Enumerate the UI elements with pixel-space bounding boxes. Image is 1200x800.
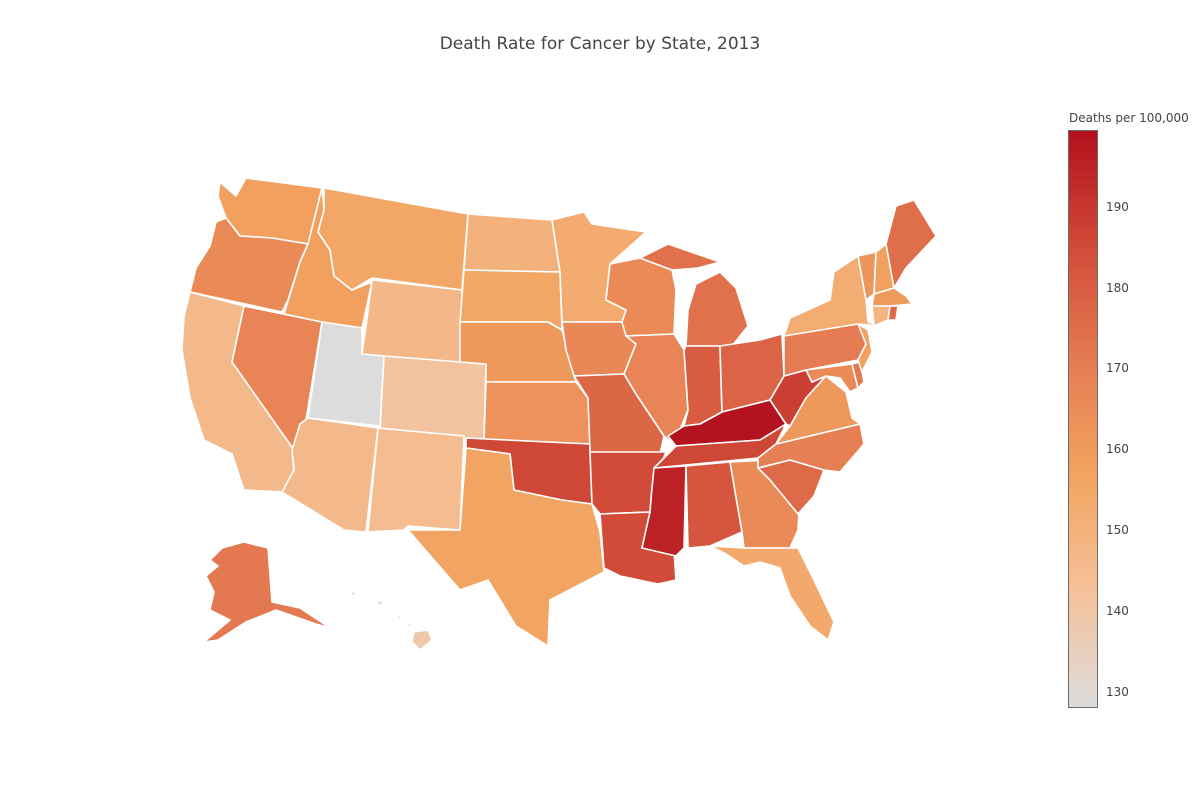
- state-illinois[interactable]: [623, 333, 689, 445]
- state-new-york[interactable]: [783, 255, 883, 337]
- state-arizona[interactable]: [281, 417, 379, 533]
- colorbar-tick-label: 190: [1106, 199, 1129, 214]
- colorbar-title: Deaths per 100,000: [1069, 111, 1189, 125]
- state-michigan[interactable]: [639, 243, 749, 347]
- state-connecticut[interactable]: [871, 305, 891, 327]
- state-south-dakota[interactable]: [459, 269, 563, 331]
- state-virginia[interactable]: [775, 375, 861, 445]
- state-north-dakota[interactable]: [463, 213, 561, 273]
- state-colorado[interactable]: [379, 355, 487, 441]
- colorbar: [1068, 130, 1098, 708]
- colorbar-tick-label: 160: [1106, 442, 1129, 457]
- state-kansas[interactable]: [483, 381, 591, 445]
- map-title: Death Rate for Cancer by State, 2013: [439, 34, 761, 54]
- state-alaska[interactable]: [203, 541, 331, 643]
- state-alabama[interactable]: [685, 461, 743, 549]
- colorbar-tick-label: 140: [1106, 603, 1129, 618]
- state-new-mexico[interactable]: [367, 427, 465, 533]
- state-new-jersey[interactable]: [857, 323, 873, 373]
- colorbar-tick-label: 150: [1106, 523, 1129, 538]
- state-hawaii[interactable]: [349, 591, 433, 651]
- state-texas[interactable]: [407, 447, 605, 647]
- state-indiana[interactable]: [683, 345, 723, 427]
- colorbar-tick-label: 180: [1106, 280, 1129, 295]
- colorbar-tick-label: 130: [1106, 684, 1129, 699]
- state-florida[interactable]: [709, 545, 835, 641]
- colorbar-tick-label: 170: [1106, 361, 1129, 376]
- state-montana[interactable]: [317, 187, 469, 291]
- state-rhode-island[interactable]: [887, 305, 899, 321]
- state-maine[interactable]: [885, 199, 937, 289]
